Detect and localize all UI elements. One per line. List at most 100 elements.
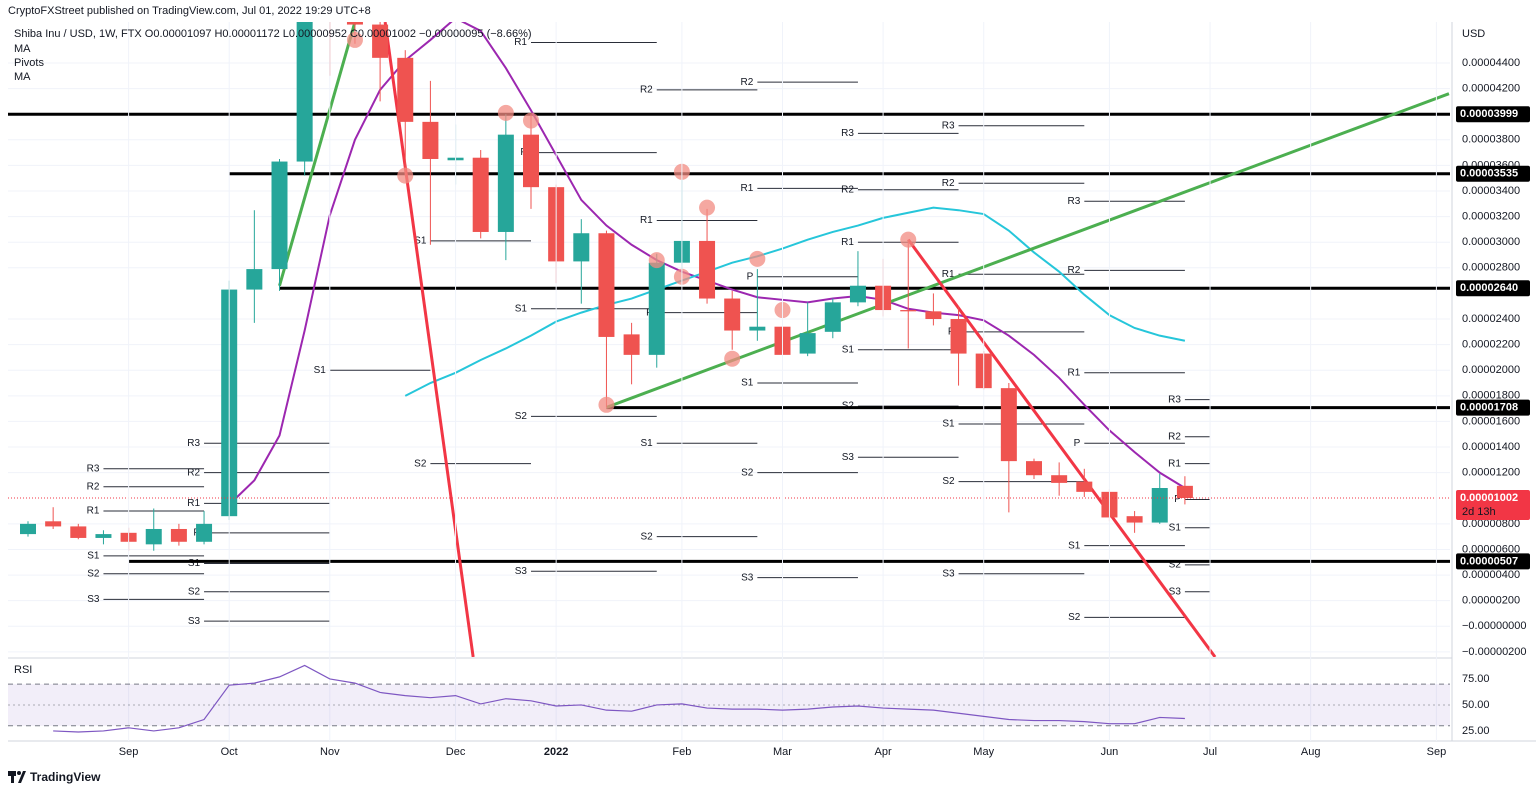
pivot-label: S2: [1068, 612, 1081, 623]
pivot-label: R1: [841, 237, 854, 248]
level-badge: [1456, 399, 1530, 416]
pivot-label: S1: [641, 438, 654, 449]
pivot-label: S3: [188, 616, 201, 627]
candle-body: [1076, 481, 1093, 492]
candle-body: [397, 57, 414, 122]
y-tick-label: 0.00003400: [1462, 185, 1520, 197]
pivot-label: S1: [842, 344, 855, 355]
pivot-label: S1: [1068, 540, 1081, 551]
y-tick-label: 0.00001400: [1462, 441, 1520, 453]
pivot-label: S1: [515, 303, 528, 314]
y-tick-label: 0.00000200: [1462, 595, 1520, 607]
candle-body: [196, 523, 213, 542]
pivot-label: R3: [1068, 196, 1081, 207]
level-badge-label: 0.00001708: [1460, 402, 1518, 414]
level-badge-label: 0.00003535: [1460, 168, 1518, 180]
candle-body: [749, 326, 766, 331]
legend-entry: MA: [14, 43, 31, 55]
candle-body: [70, 526, 87, 538]
pivot-label: S2: [942, 476, 955, 487]
legend-ohlc: H0.00001172: [214, 28, 279, 40]
candle-body: [271, 161, 288, 270]
candle-body: [1126, 516, 1143, 523]
candle-body: [1026, 461, 1042, 476]
candle-body: [422, 121, 439, 159]
candle-body: [849, 285, 866, 303]
y-tick-label: 0.00002400: [1462, 313, 1520, 325]
pivot-label: S2: [1169, 559, 1182, 570]
candle-body: [246, 269, 263, 290]
pivot-label: R1: [87, 506, 100, 517]
candle-body: [1000, 388, 1017, 462]
pivot-label: R3: [1168, 394, 1181, 405]
candle-body: [699, 240, 716, 299]
publisher: CryptoFXStreet published on TradingView.…: [8, 5, 371, 17]
y-tick-label: 0.00003000: [1462, 236, 1520, 248]
pivot-label: S1: [942, 419, 955, 430]
y-tick-label: 0.00002200: [1462, 339, 1520, 351]
x-tick-label: Jun: [1101, 746, 1119, 758]
rsi-pane: [8, 664, 1450, 733]
rsi-tick-label: 25.00: [1462, 725, 1490, 737]
y-tick-label: 0.00003200: [1462, 211, 1520, 223]
candle-body: [170, 528, 187, 542]
candle-body: [45, 521, 62, 527]
pivot-label: R2: [741, 77, 754, 88]
candle-body: [372, 24, 389, 58]
axis-label: USD: [1462, 28, 1485, 40]
level-badge: [1456, 106, 1530, 123]
candle-body: [1051, 475, 1068, 483]
pivot-label: R2: [841, 184, 854, 195]
candle-body: [497, 134, 514, 232]
x-tick-label: May: [973, 746, 994, 758]
pivot-label: R1: [1068, 367, 1081, 378]
x-tick-label: Jul: [1203, 746, 1217, 758]
legend-ohlc: −0.00000095 (−8.66%): [419, 28, 532, 40]
candle-body: [1151, 488, 1168, 523]
x-tick-label: Nov: [320, 746, 340, 758]
candle-body: [95, 534, 112, 538]
pivot-marker: [724, 350, 741, 367]
pivot-marker: [497, 104, 514, 121]
candle-body: [472, 157, 489, 232]
legend-title: Shiba Inu / USD, 1W, FTX: [14, 28, 142, 40]
pivot-label: R2: [87, 481, 100, 492]
pivot-label: R1: [640, 215, 653, 226]
trendline: [383, 22, 475, 657]
pivot-label: R3: [87, 463, 100, 474]
pivot-label: S1: [188, 558, 201, 569]
x-tick-label: Sep: [119, 746, 139, 758]
pivot-label: R1: [1168, 458, 1181, 469]
last-price-badge: [1456, 489, 1530, 520]
x-tick-label: Mar: [773, 746, 792, 758]
rsi-tick-label: 75.00: [1462, 673, 1490, 685]
level-badge: [1456, 165, 1530, 182]
y-tick-label: 0.00002000: [1462, 364, 1520, 376]
y-tick-label: 0.00001200: [1462, 467, 1520, 479]
level-badge-label: 0.00002640: [1460, 282, 1518, 294]
pivot-label: S1: [741, 378, 754, 389]
pivot-label: S1: [1169, 522, 1182, 533]
candle-body: [1176, 485, 1193, 498]
pivot-label: R1: [514, 37, 527, 48]
legend-entry: MA: [14, 71, 31, 83]
pivot-label: P: [1074, 438, 1081, 449]
pivot-marker: [749, 250, 766, 267]
level-badge: [1456, 553, 1530, 570]
pivot-label: S2: [87, 568, 100, 579]
candle-body: [20, 523, 36, 535]
pivot-label: R3: [841, 128, 854, 139]
candle-body: [724, 298, 741, 331]
pivot-label: P: [1174, 494, 1181, 505]
pivot-label: P: [747, 271, 754, 282]
candle-body: [925, 311, 942, 320]
pivot-label: R2: [1168, 431, 1181, 442]
candle-body: [900, 310, 917, 312]
y-tick-label: 0.00000400: [1462, 569, 1520, 581]
pivot-label: R3: [942, 120, 955, 131]
candle-body: [523, 134, 539, 188]
pivot-marker: [699, 199, 716, 216]
pivot-marker: [346, 31, 363, 48]
pivot-label: S2: [515, 411, 528, 422]
y-tick-label: 0.00000800: [1462, 518, 1520, 530]
